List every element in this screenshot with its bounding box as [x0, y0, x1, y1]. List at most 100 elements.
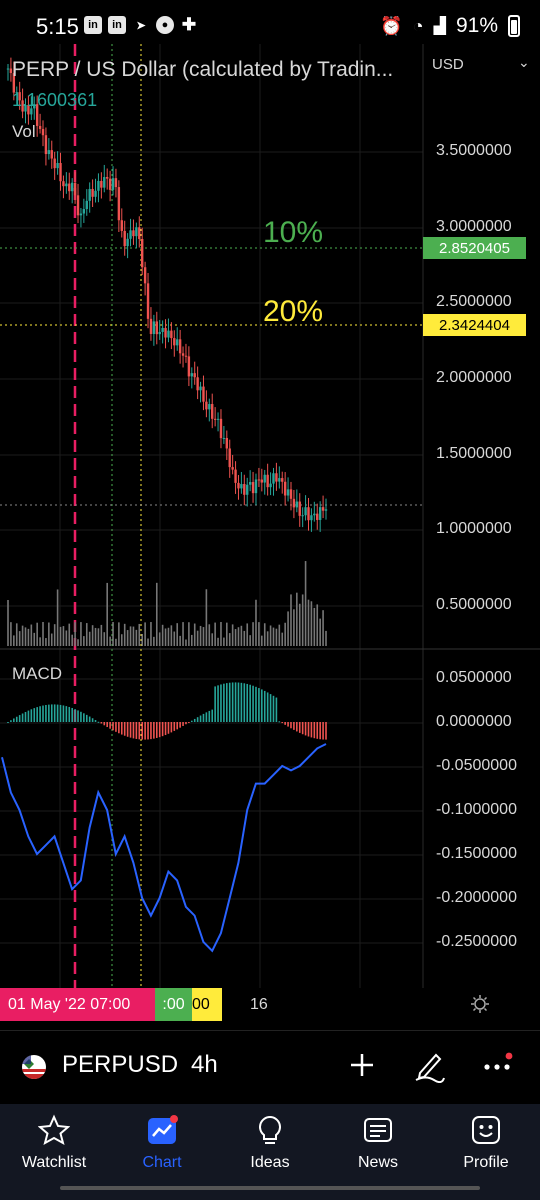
macd-histogram-bar [243, 683, 246, 722]
add-icon[interactable] [344, 1047, 380, 1083]
price-axis-label: 1.0000000 [436, 520, 512, 537]
candle-body [9, 68, 13, 74]
volume-bar [284, 622, 286, 646]
macd-histogram-bar [45, 704, 47, 722]
candle-body [251, 482, 255, 494]
macd-histogram-bar [115, 722, 117, 732]
volume-bar [106, 582, 108, 646]
gear-icon[interactable] [470, 994, 490, 1014]
volume-label[interactable]: Vol [12, 122, 36, 141]
symbol-name[interactable]: PERPUSD [62, 1051, 179, 1078]
currency-selector[interactable]: USD [432, 56, 464, 73]
price-axis-label: 3.5000000 [436, 142, 512, 159]
price-chart-canvas[interactable] [0, 44, 540, 988]
volume-bar [59, 626, 62, 646]
volume-bar [269, 625, 272, 646]
macd-histogram-bar [161, 722, 164, 737]
macd-histogram-bar [7, 722, 9, 723]
nav-watchlist[interactable]: Watchlist [0, 1104, 108, 1184]
macd-histogram-bar [255, 686, 257, 722]
macd-line [1, 743, 327, 953]
volume-bar [112, 622, 114, 646]
nav-label: Chart [142, 1154, 182, 1171]
candle-body [59, 162, 62, 182]
volume-bar [24, 627, 27, 646]
volume-bar [176, 623, 179, 646]
annotation-10pct[interactable]: 10% [263, 216, 324, 249]
macd-histogram-bar [179, 722, 181, 728]
volume-bar [48, 622, 50, 646]
candle-body [62, 181, 65, 187]
more-icon[interactable] [480, 1047, 516, 1083]
volume-bar [252, 622, 254, 646]
chart-title[interactable]: PERP / US Dollar (calculated by Tradin..… [12, 58, 394, 81]
candle-body [266, 474, 269, 488]
candle-body [79, 213, 83, 216]
macd-axis-label: 0.0500000 [436, 669, 512, 686]
volume-bar [132, 626, 135, 646]
volume-bar [310, 601, 313, 646]
candle-body [281, 478, 284, 482]
macd-histogram-bar [301, 722, 304, 735]
volume-bar [240, 625, 243, 646]
macd-histogram-bar [188, 722, 190, 723]
candles [6, 57, 328, 532]
volume-bar [50, 633, 53, 646]
time-axis[interactable]: 01 May '22 07:00 :00 00 16 [0, 988, 540, 1026]
macd-histogram-bar [214, 686, 216, 722]
macd-histogram-bar [278, 721, 281, 723]
volume-bar [182, 622, 184, 646]
nav-chart[interactable]: Chart [108, 1104, 216, 1184]
candle-body [21, 100, 24, 112]
volume-bar [319, 618, 321, 646]
bottom-navigation: Watchlist Chart Ideas News Profile [0, 1104, 540, 1200]
candle-body [205, 401, 208, 410]
volume-bar [83, 636, 85, 646]
candle-body [108, 178, 112, 190]
volume-bar [94, 627, 97, 646]
macd-histogram-bar [176, 722, 179, 730]
macd-histogram-bar [68, 706, 71, 722]
volume-bar [21, 625, 24, 646]
price-axis-label: 3.0000000 [436, 218, 512, 235]
volume-bar [33, 632, 36, 646]
lightbulb-icon [259, 1115, 281, 1144]
symbol-logo-icon[interactable] [22, 1055, 46, 1079]
macd-histogram-bar [293, 722, 295, 730]
candle-body [318, 507, 322, 520]
candle-body [44, 135, 48, 155]
volume-bar [226, 622, 228, 646]
candle-body [316, 513, 319, 520]
volume-bar [62, 626, 65, 646]
level-price-tag-10pct: 2.8520405 [423, 237, 526, 259]
volume-bar [158, 632, 161, 646]
volume-bar [53, 624, 56, 646]
chart-area[interactable]: PERP / US Dollar (calculated by Tradin..… [0, 44, 540, 1026]
nav-ideas[interactable]: Ideas [216, 1104, 324, 1184]
chevron-down-icon[interactable]: ⌄ [518, 54, 530, 70]
volume-bar [27, 628, 30, 646]
candle-body [225, 437, 229, 449]
candle-body [56, 162, 59, 169]
nav-news[interactable]: News [324, 1104, 432, 1184]
macd-histogram-bar [65, 706, 68, 722]
candle-body [117, 187, 121, 221]
status-notification-icons: in in ➤ ● ✚ [84, 15, 198, 34]
last-price: 1.1600361 [12, 90, 98, 110]
drawing-tool-icon[interactable] [412, 1047, 448, 1083]
macd-histogram-bar [83, 713, 85, 722]
macd-histogram-bar [284, 722, 286, 725]
home-indicator[interactable] [60, 1186, 480, 1190]
volume-bar [234, 629, 237, 646]
annotation-20pct[interactable]: 20% [263, 295, 324, 328]
candle-body [24, 105, 27, 112]
volume-bar [173, 631, 176, 646]
candle-body [135, 227, 138, 237]
macd-histogram-bar [126, 722, 129, 737]
interval-selector[interactable]: 4h [191, 1051, 218, 1078]
linkedin-icon: in [84, 16, 102, 34]
macd-histogram-bar [85, 714, 88, 722]
nav-profile[interactable]: Profile [432, 1104, 540, 1184]
macd-label[interactable]: MACD [12, 664, 63, 683]
candle-body [263, 474, 266, 483]
